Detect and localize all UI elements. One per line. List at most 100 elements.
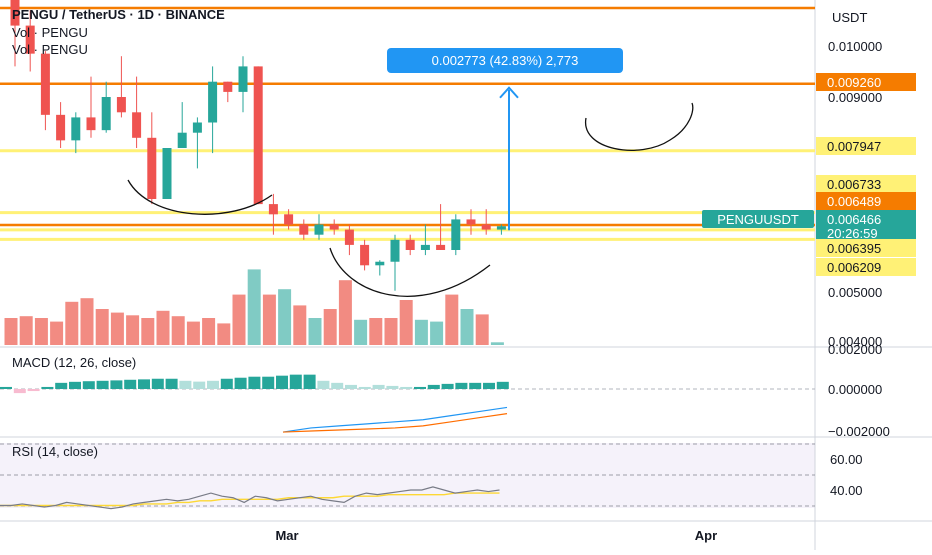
- price-label-yellow: [816, 239, 916, 257]
- macd-histogram-bar: [13, 389, 26, 394]
- macd-histogram-bar: [289, 374, 302, 389]
- macd-histogram-bar: [220, 378, 233, 389]
- volume-bar: [278, 289, 292, 345]
- macd-histogram-bar: [469, 382, 482, 389]
- volume-bar: [308, 318, 322, 345]
- price-label-text: 0.006209: [827, 260, 881, 275]
- price-axis-tick: 0.010000: [828, 39, 882, 54]
- macd-histogram-bar: [455, 382, 468, 389]
- volume-legend-2[interactable]: Vol · PENGU: [12, 42, 88, 57]
- volume-bar: [186, 321, 200, 345]
- volume-bar: [323, 309, 337, 345]
- volume-legend-1[interactable]: Vol · PENGU: [12, 25, 88, 40]
- price-axis-tick: 0.009000: [828, 90, 882, 105]
- volume-bar: [232, 294, 246, 345]
- symbol-legend[interactable]: PENGU / TetherUS · 1D · BINANCE: [12, 7, 225, 22]
- macd-histogram-bar: [165, 378, 178, 389]
- drawing-arc-right: [585, 102, 694, 151]
- candle-body: [223, 81, 233, 92]
- volume-bar: [65, 301, 79, 345]
- volume-bar: [171, 316, 185, 345]
- macd-histogram-bar: [400, 386, 413, 389]
- volume-bar: [247, 269, 261, 345]
- candle-body: [314, 224, 324, 235]
- price-label-text: 0.006466: [827, 212, 881, 227]
- price-label-teal: [816, 210, 916, 240]
- candle-body: [390, 239, 400, 262]
- volume-bar: [4, 318, 18, 345]
- macd-histogram-bar: [151, 378, 164, 389]
- countdown-text: 20:26:59: [827, 226, 878, 241]
- macd-histogram-bar: [193, 381, 206, 389]
- volume-bar: [445, 294, 459, 345]
- volume-bar: [110, 312, 124, 345]
- price-label-orange: [816, 192, 916, 210]
- candle-body: [132, 112, 142, 138]
- candle-body: [40, 53, 50, 115]
- price-label-text: 0.006733: [827, 177, 881, 192]
- macd-axis-tick: 0.000000: [828, 382, 882, 397]
- candle-body: [405, 239, 415, 250]
- symbol-tag: [702, 210, 814, 228]
- candle-body: [208, 81, 218, 123]
- candle-body: [253, 66, 263, 205]
- price-label-text: 0.006489: [827, 194, 881, 209]
- candle-body: [451, 219, 461, 250]
- symbol-title: PENGU / TetherUS · 1D · BINANCE: [12, 7, 225, 22]
- price-label-yellow: [816, 258, 916, 276]
- candle-body: [25, 25, 35, 54]
- candle-body: [177, 132, 187, 148]
- candle-body: [420, 244, 430, 250]
- time-axis-tick: Apr: [695, 528, 717, 543]
- candle-body: [86, 117, 96, 131]
- candle-body: [496, 226, 506, 230]
- candle-body: [436, 244, 446, 250]
- volume-bar: [369, 318, 383, 345]
- candle-body: [329, 224, 339, 230]
- macd-histogram-bar: [372, 384, 385, 389]
- volume-bar: [34, 318, 48, 345]
- macd-histogram-bar: [248, 376, 261, 389]
- macd-histogram-bar: [317, 380, 330, 389]
- volume-bar: [399, 300, 413, 345]
- macd-histogram-bar: [441, 383, 454, 389]
- volume-bar: [475, 314, 489, 345]
- price-axis-currency: USDT: [832, 10, 867, 25]
- macd-histogram-bar: [262, 376, 275, 389]
- candle-body: [344, 229, 354, 245]
- macd-histogram-bar: [179, 380, 192, 389]
- rsi-line: [0, 486, 500, 510]
- macd-axis-tick: −0.002000: [828, 424, 890, 439]
- volume-bar: [262, 294, 276, 345]
- macd-histogram-bar: [55, 382, 68, 389]
- macd-histogram-bar: [0, 386, 12, 389]
- volume-bar: [293, 305, 307, 345]
- candle-body: [192, 122, 202, 133]
- price-label-text: 0.006395: [827, 241, 881, 256]
- volume-bar: [430, 321, 444, 345]
- macd-histogram-bar: [96, 380, 109, 389]
- candle-body: [481, 224, 491, 230]
- candle-body: [147, 137, 157, 199]
- candle-body: [162, 148, 172, 199]
- rsi-axis-tick: 40.00: [830, 483, 863, 498]
- drawing-arc-middle: [329, 247, 491, 297]
- measure-label-text: 0.002773 (42.83%) 2,773: [432, 53, 579, 68]
- macd-legend[interactable]: MACD (12, 26, close): [12, 355, 137, 370]
- candle-body: [268, 204, 278, 215]
- candle-body: [375, 261, 385, 266]
- candle-body: [299, 224, 309, 235]
- candle-body: [56, 114, 66, 141]
- volume-bar: [414, 319, 428, 345]
- candle-body: [10, 0, 20, 26]
- price-label-yellow: [816, 137, 916, 155]
- macd-histogram-bar: [124, 379, 137, 389]
- macd-histogram-bar: [345, 384, 357, 389]
- drawing-arc-left: [127, 179, 273, 215]
- rsi-axis-tick: 60.00: [830, 452, 863, 467]
- price-axis-tick: 0.004000: [828, 334, 882, 349]
- volume-bar: [50, 321, 64, 345]
- rsi-legend[interactable]: RSI (14, close): [12, 444, 98, 459]
